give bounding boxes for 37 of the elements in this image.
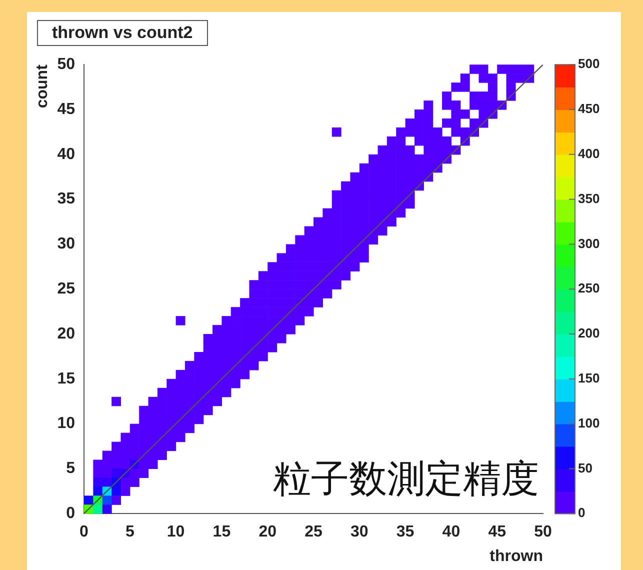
color-bar-label: 150 (578, 370, 600, 386)
x-tick-label: 45 (488, 524, 506, 541)
color-bar-label: 500 (578, 56, 600, 72)
y-tick-label: 15 (57, 370, 76, 388)
color-bar-label: 200 (578, 326, 600, 341)
x-tick-label: 50 (534, 524, 552, 541)
x-tick-label: 35 (396, 524, 414, 541)
color-bar-label: 450 (578, 101, 600, 116)
y-tick-label: 5 (66, 460, 76, 478)
x-tick-label: 25 (304, 524, 322, 541)
y-tick-label: 0 (66, 505, 76, 522)
color-bar-label: 250 (578, 280, 600, 296)
y-tick-label: 25 (57, 280, 76, 298)
x-tick-label: 10 (166, 524, 185, 541)
x-tick-label: 40 (442, 524, 460, 541)
y-tick-label: 50 (57, 56, 76, 74)
chart-title: thrown vs count2 (37, 20, 208, 46)
color-bar-label: 350 (578, 190, 600, 206)
color-bar-label: 50 (578, 460, 592, 476)
color-bar-label: 300 (578, 236, 600, 251)
x-tick-label: 0 (80, 524, 89, 541)
y-tick-label: 30 (57, 236, 76, 253)
x-tick-label: 20 (258, 524, 277, 541)
x-tick-label: 30 (350, 524, 368, 541)
color-bar-label: 0 (578, 505, 586, 520)
y-tick-label: 20 (57, 325, 76, 342)
x-axis-title: thrown (490, 548, 543, 565)
y-tick-label: 45 (57, 100, 76, 118)
x-tick-label: 5 (125, 524, 134, 541)
annotation: 粒子数測定精度 (273, 456, 539, 501)
color-bar-label: 400 (578, 146, 600, 161)
color-bar-label: 100 (578, 415, 600, 430)
y-tick-label: 35 (57, 190, 76, 208)
y-axis-title: count (34, 64, 52, 108)
y-tick-label: 40 (57, 146, 76, 163)
y-tick-label: 10 (57, 415, 76, 432)
x-tick-label: 15 (212, 524, 231, 541)
